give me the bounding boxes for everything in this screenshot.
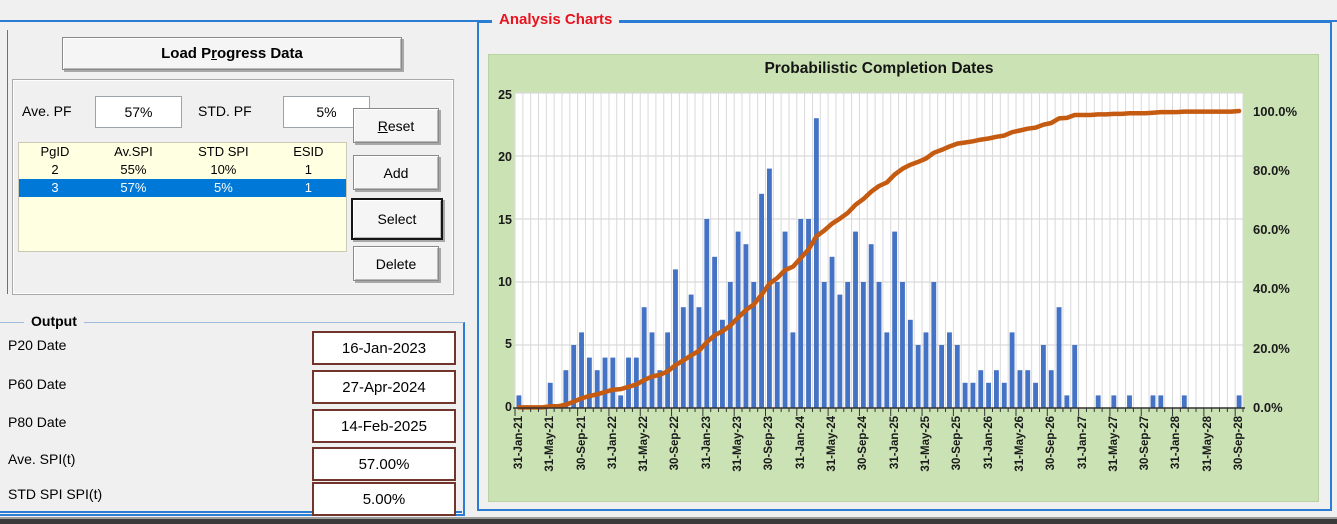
x-axis-tick-label: 31-Jan-25 (888, 416, 901, 470)
cell: ESID (293, 144, 324, 159)
y-axis-right-tick-label: 40.0% (1253, 281, 1290, 296)
x-axis-tick-label: 31-May-21 (544, 416, 557, 472)
output-field-value: 57.00% (312, 447, 456, 481)
x-axis-tick-label: 30-Sep-26 (1045, 416, 1058, 471)
x-axis-tick-label: 31-Jan-27 (1076, 416, 1089, 470)
cell: 55% (120, 162, 147, 177)
x-axis-tick-label: 31-May-28 (1201, 416, 1214, 472)
x-axis-tick-label: 30-Sep-27 (1139, 416, 1152, 471)
output-field-value: 27-Apr-2024 (312, 370, 456, 404)
cell: 5% (213, 180, 233, 195)
x-axis-tick-label: 30-Sep-23 (763, 416, 776, 471)
listbox-header-row: PgID Av.SPI STD SPI ESID (19, 143, 346, 161)
cell: Av.SPI (114, 144, 153, 159)
y-axis-right-tick-label: 0.0% (1253, 400, 1283, 415)
x-axis-tick-label: 31-Jan-24 (794, 416, 807, 470)
output-field-value: 5.00% (312, 482, 456, 516)
y-axis-left-tick-label: 5 (505, 337, 512, 351)
completion-dates-chart (513, 92, 1245, 416)
select-button[interactable]: Select (351, 198, 443, 240)
y-axis-left-tick-label: 25 (498, 88, 512, 102)
y-axis-right-tick-label: 60.0% (1253, 222, 1290, 237)
x-axis-tick-label: 31-Jan-21 (512, 416, 525, 470)
x-axis-tick-label: 31-May-23 (732, 416, 745, 472)
ave-pf-label: Ave. PF (22, 103, 72, 119)
cell: 2 (51, 162, 59, 177)
x-axis-tick-label: 30-Sep-21 (575, 416, 588, 471)
output-field-value: 14-Feb-2025 (312, 409, 456, 443)
x-axis-tick-label: 31-Jan-28 (1170, 416, 1183, 470)
output-field-label: Ave. SPI(t) (8, 451, 76, 467)
delete-button[interactable]: Delete (353, 246, 439, 281)
output-field-label: P60 Date (8, 376, 67, 392)
add-button[interactable]: Add (353, 155, 439, 190)
cell: PgID (40, 144, 70, 159)
progress-input-groupbox (12, 79, 454, 295)
cell: 57% (120, 180, 147, 195)
x-axis-tick-label: 30-Sep-28 (1233, 416, 1246, 471)
cell: 10% (210, 162, 237, 177)
output-groupbox (0, 322, 465, 516)
output-title: Output (24, 313, 84, 329)
window-bottom-bar (0, 519, 1337, 524)
x-axis-tick-label: 31-May-24 (826, 416, 839, 472)
x-axis-tick-label: 30-Sep-22 (669, 416, 682, 471)
listbox-row[interactable]: 3 57% 5% 1 (19, 179, 346, 197)
std-pf-label: STD. PF (198, 103, 252, 119)
analysis-charts-title: Analysis Charts (492, 11, 620, 28)
x-axis-tick-label: 31-Jan-22 (606, 416, 619, 470)
y-axis-right-tick-label: 20.0% (1253, 341, 1290, 356)
clipped-frame-left-edge (7, 30, 8, 294)
y-axis-right-tick-label: 100.0% (1253, 104, 1298, 119)
cell: 1 (304, 162, 312, 177)
x-axis-tick-label: 31-May-27 (1107, 416, 1120, 472)
y-axis-right-tick-label: 80.0% (1253, 163, 1290, 178)
output-field-label: P20 Date (8, 337, 67, 353)
y-axis-left-tick-label: 10 (498, 275, 512, 289)
x-axis-tick-label: 31-May-25 (919, 416, 932, 472)
chart-title: Probabilistic Completion Dates (764, 60, 994, 77)
bottom-accent-line (0, 511, 462, 513)
x-axis-tick-label: 30-Sep-25 (951, 416, 964, 471)
spi-listbox[interactable]: PgID Av.SPI STD SPI ESID 2 55% 10% 1 3 57% 5% 1 (18, 142, 347, 252)
x-axis-tick-label: 31-May-22 (638, 416, 651, 472)
output-field-label: STD SPI SPI(t) (8, 486, 103, 502)
cell: STD SPI (198, 144, 249, 159)
x-axis-tick-label: 30-Sep-24 (857, 416, 870, 471)
listbox-row[interactable]: 2 55% 10% 1 (19, 161, 346, 179)
window-bottom-edge (0, 517, 1337, 519)
y-axis-left-tick-label: 0 (505, 400, 512, 414)
cell: 3 (51, 180, 59, 195)
x-axis-tick-label: 31-Jan-26 (982, 416, 995, 470)
y-axis-left-tick-label: 20 (498, 150, 512, 164)
ave-pf-input[interactable]: 57% (95, 96, 182, 128)
analysis-charts-groupbox (477, 21, 1332, 511)
x-axis-tick-label: 31-Jan-23 (700, 416, 713, 470)
output-field-value: 16-Jan-2023 (312, 331, 456, 365)
cell: 1 (304, 180, 312, 195)
x-axis-tick-label: 31-May-26 (1013, 416, 1026, 472)
output-field-label: P80 Date (8, 414, 67, 430)
y-axis-left-tick-label: 15 (498, 213, 512, 227)
